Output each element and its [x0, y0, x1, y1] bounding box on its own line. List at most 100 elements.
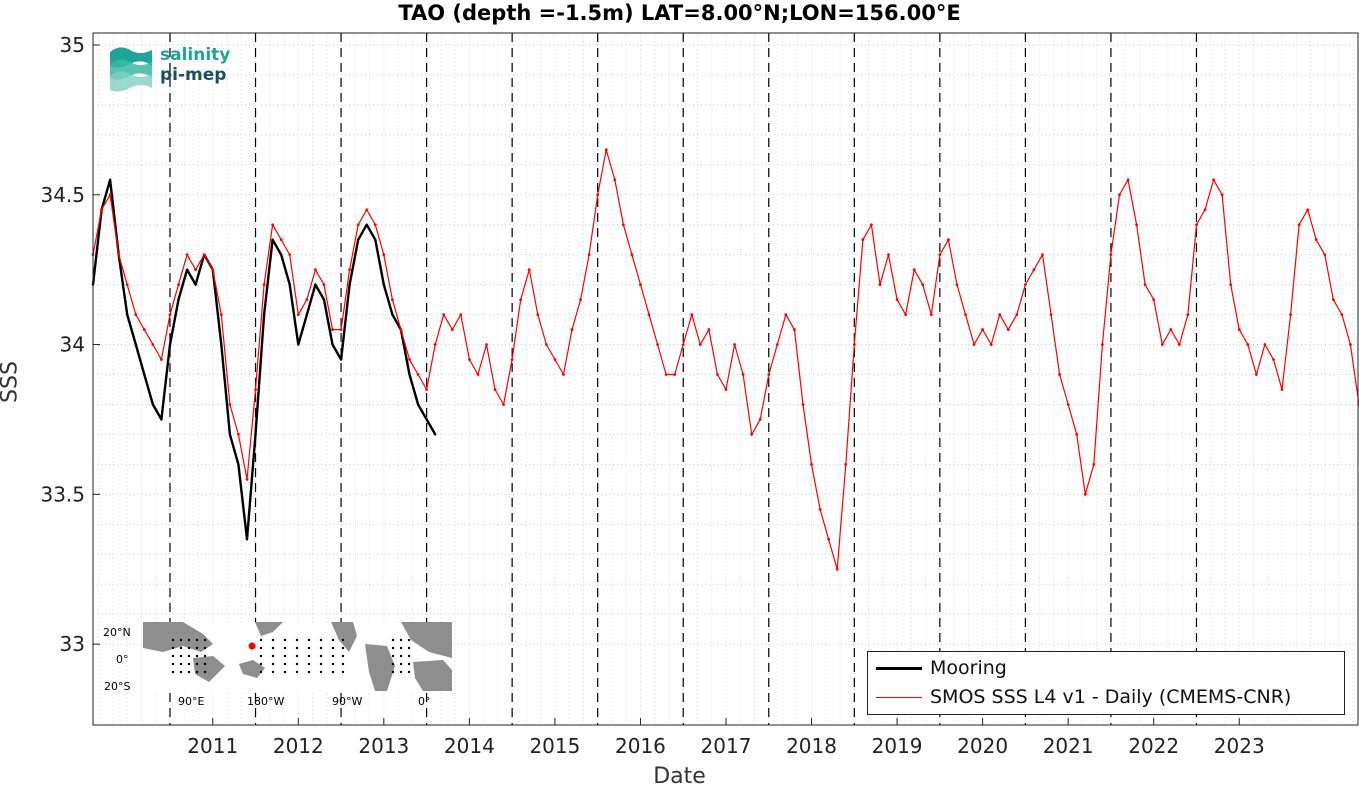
legend-label-smos: SMOS SSS L4 v1 - Daily (CMEMS-CNR) [930, 686, 1292, 708]
y-tick-label: 34 [60, 333, 85, 357]
smos-point [1049, 313, 1053, 316]
smos-point [921, 283, 925, 287]
x-tick-label: 2015 [529, 734, 580, 758]
smos-point [322, 283, 326, 287]
smos-point [870, 223, 873, 227]
smos-point [142, 328, 146, 331]
smos-point [1041, 253, 1044, 257]
mooring-dot [407, 654, 411, 658]
smos-point [1195, 223, 1198, 227]
mooring-dot [283, 662, 287, 666]
mooring-dot [195, 662, 199, 666]
x-tick-label: 2019 [872, 734, 923, 758]
smos-point [1023, 283, 1027, 287]
smos-point [1160, 343, 1164, 346]
smos-point [989, 343, 993, 346]
smos-point [775, 343, 779, 346]
mooring-dot [259, 670, 263, 674]
mooring-dot [307, 670, 311, 674]
y-tick-label: 34.5 [40, 183, 85, 207]
smos-point [202, 253, 206, 257]
mooring-point [322, 298, 326, 301]
mooring-dot [295, 638, 299, 642]
smos-point [639, 283, 642, 287]
smos-point [459, 313, 463, 316]
mooring-point [339, 358, 343, 361]
mooring-point [288, 283, 291, 286]
inset-lon-label-90w: 90°W [332, 695, 363, 708]
mooring-dot [271, 638, 275, 642]
smos-point [1203, 208, 1207, 212]
smos-point [1340, 313, 1344, 316]
inset-lat-label-20n: 20°N [103, 626, 131, 639]
mooring-dot [259, 654, 263, 658]
mooring-dot [399, 670, 403, 674]
mooring-dot [259, 662, 263, 666]
mooring-dot [331, 662, 335, 666]
smos-point [211, 268, 215, 272]
x-tick-label: 2014 [444, 734, 495, 758]
smos-point [690, 313, 694, 316]
smos-point [810, 462, 813, 466]
mooring-dot [259, 638, 263, 642]
smos-point [305, 298, 309, 302]
mooring-point [126, 313, 129, 316]
smos-point [1297, 223, 1301, 227]
y-tick-label: 33.5 [40, 482, 85, 506]
mooring-dot [171, 662, 175, 666]
mooring-dot [307, 638, 311, 642]
smos-point [1126, 178, 1130, 182]
mooring-dot [341, 638, 345, 642]
smos-point [724, 388, 728, 391]
smos-point [844, 462, 848, 466]
mooring-dot [203, 670, 207, 674]
mooring-dot [319, 662, 323, 666]
smos-point [664, 373, 668, 376]
legend-entry-smos: SMOS SSS L4 v1 - Daily (CMEMS-CNR) [868, 683, 1291, 711]
x-tick-label: 2016 [615, 734, 666, 758]
mooring-dot [391, 654, 395, 658]
smos-point [904, 313, 908, 316]
mooring-dot [331, 654, 335, 658]
inset-lat-label-0: 0° [116, 653, 129, 666]
smos-point [630, 253, 634, 257]
mooring-point [416, 403, 420, 406]
mooring-point [160, 418, 163, 421]
mooring-dot [399, 638, 403, 642]
smos-point [219, 313, 223, 316]
smos-point [134, 313, 138, 316]
smos-point [716, 373, 719, 376]
mooring-dot [331, 670, 335, 674]
smos-point [1118, 193, 1121, 197]
smos-point [356, 223, 360, 227]
smos-point [331, 328, 334, 331]
smos-point [698, 343, 702, 346]
smos-point [1177, 343, 1181, 346]
smos-point [519, 298, 523, 302]
smos-point [758, 418, 762, 421]
inset-lon-label-0: 0° [418, 695, 431, 708]
legend-swatch-mooring [876, 666, 922, 670]
smos-point [100, 208, 103, 212]
logo-text-line1: salinity [160, 45, 231, 65]
legend-label-mooring: Mooring [930, 657, 1007, 679]
smos-point [998, 313, 1002, 316]
smos-point [1237, 328, 1241, 331]
smos-point [947, 238, 950, 242]
smos-point [579, 298, 582, 302]
mooring-location-map [142, 621, 453, 692]
smos-point [1169, 328, 1173, 331]
mooring-point [168, 343, 172, 346]
mooring-point [348, 283, 351, 286]
smos-point [553, 358, 557, 361]
smos-point [348, 268, 352, 272]
smos-point [510, 358, 514, 361]
mooring-dot [283, 638, 287, 642]
smos-point [852, 343, 856, 346]
mooring-dot [295, 670, 299, 674]
mooring-point [382, 283, 386, 286]
mooring-dot [203, 662, 207, 666]
smos-point [887, 253, 890, 257]
smos-point [228, 403, 232, 406]
smos-point [1075, 433, 1079, 436]
